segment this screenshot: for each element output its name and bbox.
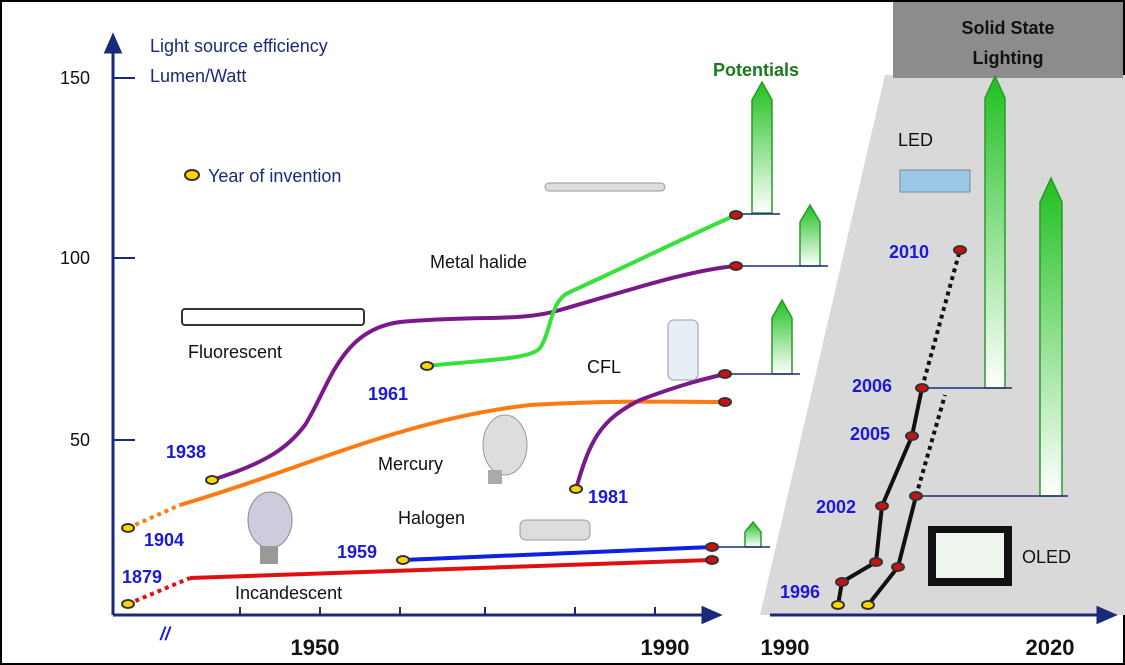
legend-dot bbox=[185, 170, 199, 180]
x-tick-label: 1990 bbox=[761, 635, 810, 660]
potentials-title: Potentials bbox=[713, 60, 799, 80]
x-tick-label: 1990 bbox=[641, 635, 690, 660]
y-tick-label: 50 bbox=[70, 430, 90, 450]
year-label: 1959 bbox=[337, 542, 377, 562]
year-label: 2010 bbox=[889, 242, 929, 262]
tech-label: Mercury bbox=[378, 454, 443, 474]
year-label: 1981 bbox=[588, 487, 628, 507]
panel-title: Solid State bbox=[961, 18, 1054, 38]
tech-label: CFL bbox=[587, 357, 621, 377]
tech-label: Incandescent bbox=[235, 583, 342, 603]
legend-label: Year of invention bbox=[208, 166, 341, 186]
year-label: 1904 bbox=[144, 530, 184, 550]
year-label: 2005 bbox=[850, 424, 890, 444]
year-label: 1938 bbox=[166, 442, 206, 462]
tech-label: LED bbox=[898, 130, 933, 150]
tech-label: Metal halide bbox=[430, 252, 527, 272]
y-tick-label: 150 bbox=[60, 68, 90, 88]
y-axis-title: Light source efficiency bbox=[150, 36, 328, 56]
year-label: 1879 bbox=[122, 567, 162, 587]
x-tick-label: 1950 bbox=[291, 635, 340, 660]
tech-label: Fluorescent bbox=[188, 342, 282, 362]
year-label: 2002 bbox=[816, 497, 856, 517]
year-label: 2006 bbox=[852, 376, 892, 396]
year-label: 1996 bbox=[780, 582, 820, 602]
panel-title: Lighting bbox=[973, 48, 1044, 68]
y-axis-title: Lumen/Watt bbox=[150, 66, 246, 86]
x-tick-label: 2020 bbox=[1026, 635, 1075, 660]
chart: Solid State Lighting 150 100 50 Light so… bbox=[0, 0, 1125, 665]
y-tick-label: 100 bbox=[60, 248, 90, 268]
year-label: 1961 bbox=[368, 384, 408, 404]
tech-label: Halogen bbox=[398, 508, 465, 528]
tech-label: OLED bbox=[1022, 547, 1071, 567]
